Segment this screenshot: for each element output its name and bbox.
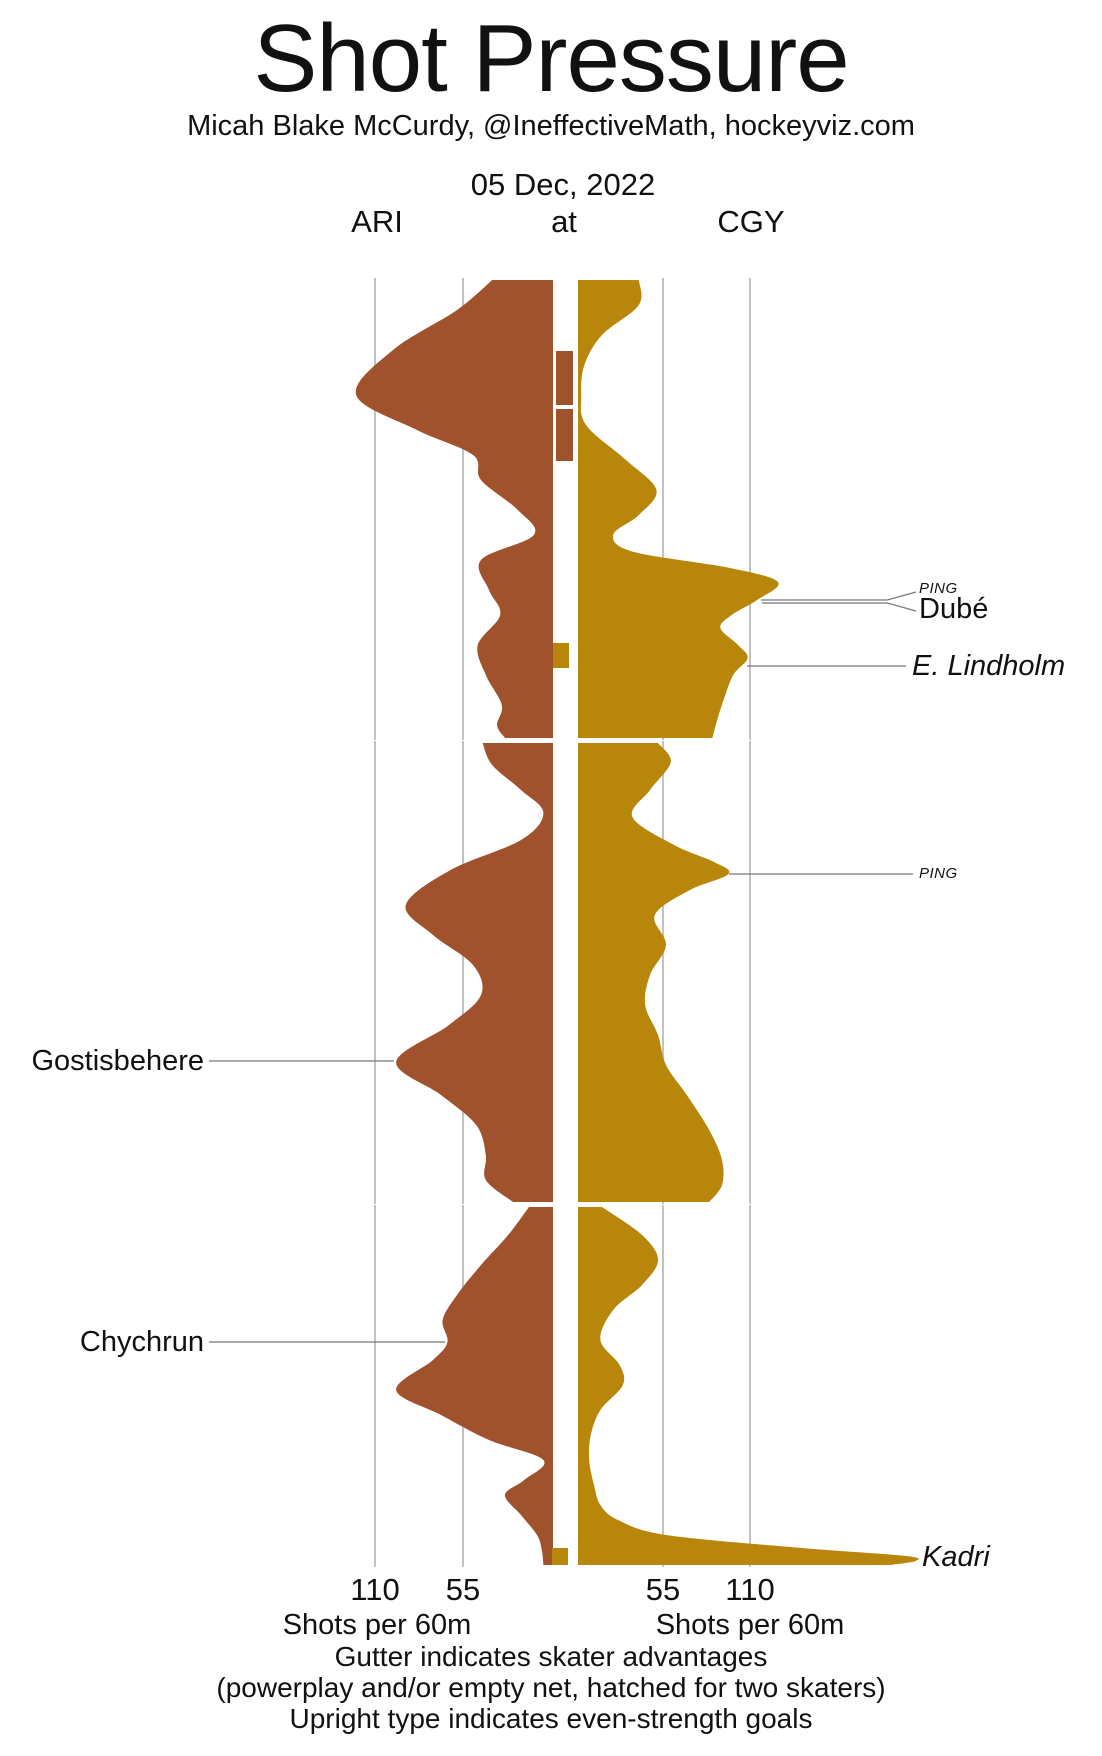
- x-axis-label-home: Shots per 60m: [655, 1609, 845, 1641]
- gutter-mark-ari-1: [556, 351, 573, 405]
- home-team-label: CGY: [717, 204, 785, 239]
- cgy-shot-ridge-p3: [578, 1207, 919, 1565]
- gutter-mark-cgy-4: [552, 1548, 568, 1565]
- annotation-line-ping_first: [761, 591, 917, 601]
- game-date: 05 Dec, 2022: [470, 167, 656, 202]
- axis-tick-left-110: 110: [350, 1572, 400, 1607]
- annotation-line-dube: [762, 602, 917, 612]
- ari-shot-ridge-p2: [396, 743, 553, 1202]
- cgy-shot-ridge-p2: [578, 743, 730, 1202]
- x-axis-label-away: Shots per 60m: [282, 1609, 472, 1641]
- away-team-label: ARI: [351, 204, 403, 239]
- ari-shot-ridge-p3: [396, 1207, 553, 1565]
- cgy-shot-ridge-p1: [578, 280, 779, 738]
- legend-caption: Gutter indicates skater advantages (powe…: [0, 1641, 1102, 1734]
- caption-line-1: Gutter indicates skater advantages: [334, 1641, 768, 1672]
- at-word: at: [551, 204, 577, 239]
- gutter-mark-ari-2: [556, 409, 573, 461]
- axis-tick-right-110: 110: [725, 1572, 775, 1607]
- caption-line-2: (powerplay and/or empty net, hatched for…: [216, 1672, 886, 1703]
- attribution-subtitle: Micah Blake McCurdy, @IneffectiveMath, h…: [187, 110, 915, 142]
- caption-line-3: Upright type indicates even-strength goa…: [289, 1703, 813, 1734]
- gridlines: [374, 278, 751, 1567]
- gutter-mark-cgy-3: [553, 643, 569, 668]
- shot-rate-ridges: [355, 280, 919, 1565]
- ari-shot-ridge-p1: [355, 280, 553, 738]
- page-title: Shot Pressure: [253, 5, 849, 112]
- axis-tick-left-55: 55: [445, 1572, 481, 1607]
- axis-tick-right-55: 55: [645, 1572, 681, 1607]
- gutter-advantage-marks: [552, 351, 573, 1565]
- annotation-lines: [209, 591, 917, 1343]
